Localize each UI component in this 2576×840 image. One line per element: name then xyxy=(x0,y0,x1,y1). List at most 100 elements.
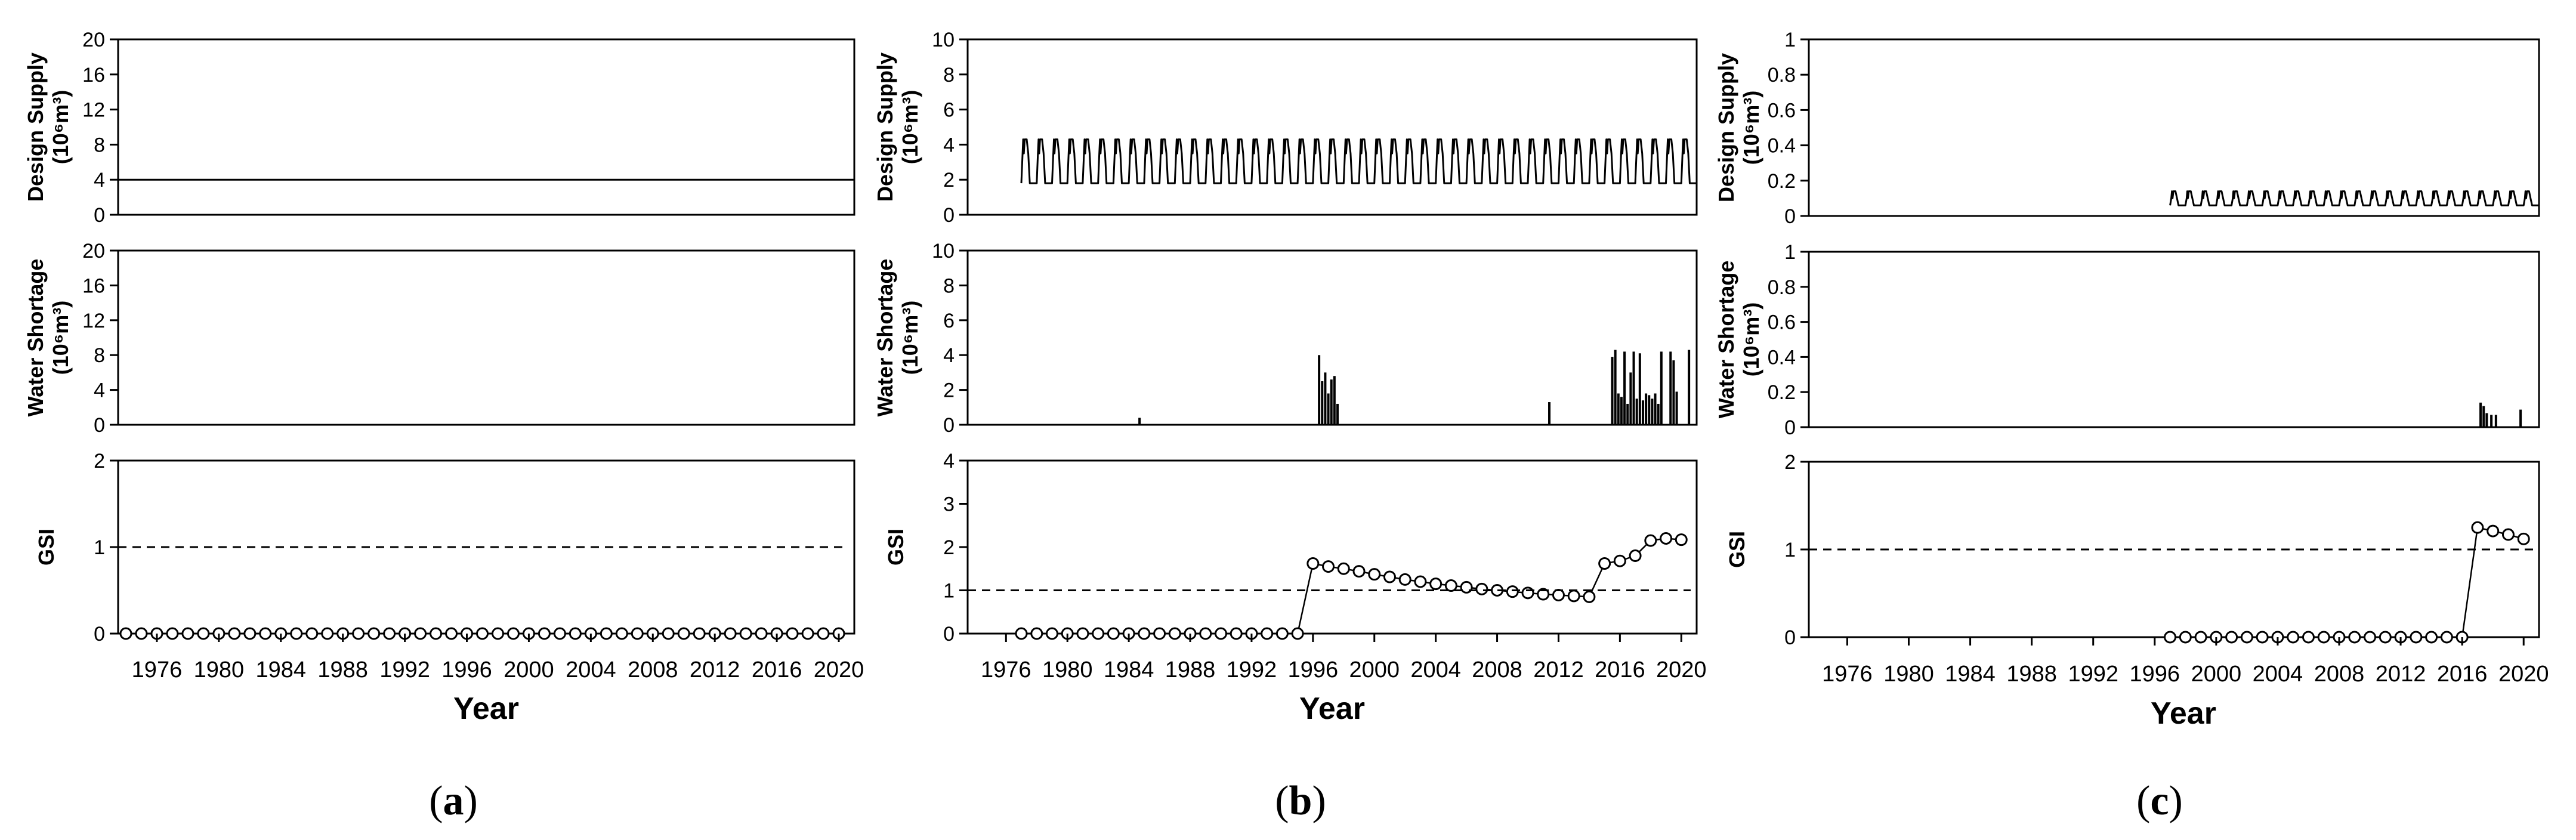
y-tick-label: 0 xyxy=(943,623,955,646)
y-tick-label: 0 xyxy=(1784,205,1796,228)
gsi-data-point xyxy=(2164,631,2177,644)
gsi-data-point xyxy=(1383,570,1396,583)
y-axis-title-line: Design Supply xyxy=(1714,53,1738,202)
gsi-data-point xyxy=(2364,631,2377,644)
x-tick-label: 1976 xyxy=(1822,662,1873,687)
y-axis-title: GSI xyxy=(884,529,908,566)
y-axis-title-line: Design Supply xyxy=(873,52,897,202)
panel-a-gsi-plot: 0 1 2 GSI 1976 1980 1984 1988 1992 1996 2000 2004 20… xyxy=(34,450,864,682)
gsi-data-point xyxy=(1414,575,1427,588)
x-tick-label: 2008 xyxy=(628,657,678,682)
y-tick-label: 12 xyxy=(82,310,105,332)
y-tick-label: 8 xyxy=(943,274,955,297)
gsi-data-point xyxy=(367,627,381,640)
gsi-data-point xyxy=(2501,528,2515,541)
gsi-data-point xyxy=(1306,557,1320,570)
gsi-data-point xyxy=(290,627,303,640)
y-axis-title: GSI xyxy=(34,529,58,566)
panel-b-design-supply-plot: 0 2 4 6 8 10 Design Supply(10⁶m³) xyxy=(873,29,1698,227)
x-tick-label: 1980 xyxy=(1883,662,1934,687)
x-tick-label: 2012 xyxy=(2376,662,2426,687)
gsi-data-point xyxy=(1537,588,1550,601)
panel-label: (c) xyxy=(2136,778,2183,824)
x-tick-label: 2016 xyxy=(752,657,802,682)
gsi-data-point xyxy=(119,627,132,640)
y-axis-title-line: (10⁶m³) xyxy=(898,90,922,165)
gsi-data-point xyxy=(1352,565,1366,578)
gsi-data-point xyxy=(1168,627,1181,640)
panel-a-design-supply-plot: 0 4 8 12 16 20 Design Supply(10⁶m³) xyxy=(23,29,855,227)
y-axis-title-line: (10⁶m³) xyxy=(1739,302,1763,377)
y-tick-label: 8 xyxy=(94,134,105,156)
y-tick-label: 0.2 xyxy=(1768,170,1796,193)
gsi-data-point xyxy=(1506,585,1519,598)
y-axis-title: Design Supply(10⁶m³) xyxy=(23,52,73,202)
gsi-data-point xyxy=(383,627,396,640)
y-tick-label: 2 xyxy=(1784,451,1796,474)
gsi-data-point xyxy=(2517,532,2530,545)
series-line-design-supply xyxy=(1020,138,1697,184)
y-axis-title-line: (10⁶m³) xyxy=(48,301,73,375)
y-tick-label: 0 xyxy=(943,414,955,437)
x-tick-label: 1984 xyxy=(256,657,307,682)
gsi-data-point xyxy=(817,627,830,640)
gsi-data-point xyxy=(1567,589,1580,603)
panel-label: (b) xyxy=(1275,778,1326,824)
y-axis-title: Design Supply(10⁶m³) xyxy=(1714,53,1763,202)
x-tick-label: 1996 xyxy=(1288,657,1339,682)
y-tick-label: 4 xyxy=(94,379,105,402)
x-tick-label: 2020 xyxy=(2498,662,2549,687)
series-line-gsi xyxy=(1021,538,1682,635)
panel-c-gsi-plot: 0 1 2 GSI 1976 1980 1984 1988 1992 1996 2000 2004 20… xyxy=(1725,451,2549,687)
panel-label-paren: ( xyxy=(1275,778,1289,824)
x-tick-label: 1988 xyxy=(317,657,368,682)
gsi-data-point xyxy=(414,627,427,640)
x-axis-title: Year xyxy=(2151,696,2216,731)
y-tick-label: 1 xyxy=(943,580,955,603)
x-axis-title: Year xyxy=(453,691,519,726)
y-tick-label: 2 xyxy=(943,169,955,192)
y-axis-title-line: Water Shortage xyxy=(1714,261,1738,419)
y-axis-title-line: (10⁶m³) xyxy=(48,90,73,165)
gsi-data-point xyxy=(321,627,334,640)
gsi-data-point xyxy=(197,627,210,640)
panel-label-letter: c xyxy=(2150,778,2169,824)
x-tick-label: 2000 xyxy=(1349,657,1400,682)
x-tick-label: 2016 xyxy=(1595,657,1645,682)
y-tick-label: 0.4 xyxy=(1768,346,1796,369)
x-tick-label: 1996 xyxy=(2130,662,2180,687)
panel-b-gsi-plot: 0 1 2 3 4 GSI 1976 1980 1984 1988 1992 1996 2000 2004… xyxy=(884,450,1707,682)
gsi-data-point xyxy=(1398,573,1411,586)
y-axis-title: Water Shortage(10⁶m³) xyxy=(23,259,73,417)
gsi-data-point xyxy=(1675,533,1688,546)
y-axis-title-line: (10⁶m³) xyxy=(898,301,922,375)
panel-c-design-supply-plot: 0 0.2 0.4 0.6 0.8 1 Design Supply(10⁶m³) xyxy=(1714,29,2540,228)
gsi-data-point xyxy=(569,627,582,640)
y-tick-label: 10 xyxy=(932,29,955,51)
y-axis-title-line: GSI xyxy=(34,529,58,566)
series-line-design-supply xyxy=(2169,190,2539,206)
x-tick-label: 2020 xyxy=(814,657,864,682)
gsi-data-point xyxy=(243,627,257,640)
gsi-data-point xyxy=(228,627,241,640)
y-axis-title: Design Supply(10⁶m³) xyxy=(873,52,922,202)
gsi-data-point xyxy=(430,627,443,640)
y-axis-title: Water Shortage(10⁶m³) xyxy=(1714,261,1763,419)
gsi-data-point xyxy=(259,627,272,640)
gsi-data-point xyxy=(1429,578,1443,591)
y-tick-label: 16 xyxy=(82,274,105,297)
gsi-data-point xyxy=(1076,627,1089,640)
x-tick-label: 1980 xyxy=(194,657,245,682)
y-axis-title-line: Design Supply xyxy=(23,52,48,202)
gsi-data-point xyxy=(2487,524,2500,538)
y-tick-label: 0 xyxy=(94,204,105,227)
y-tick-label: 1 xyxy=(1784,29,1796,51)
y-axis-title-line: GSI xyxy=(1725,531,1749,568)
gsi-data-point xyxy=(1660,532,1673,545)
y-axis-title: Water Shortage(10⁶m³) xyxy=(873,259,922,417)
y-tick-label: 0.8 xyxy=(1768,64,1796,87)
gsi-data-point xyxy=(693,627,706,640)
x-tick-label: 2012 xyxy=(1533,657,1584,682)
